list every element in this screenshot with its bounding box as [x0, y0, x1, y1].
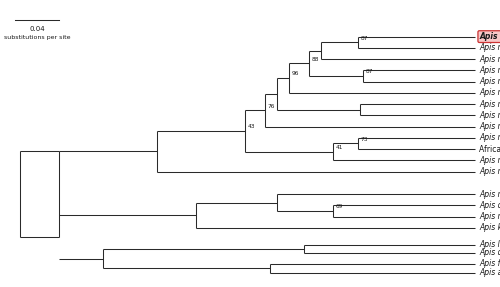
Text: 87: 87 — [365, 69, 372, 74]
Text: substitutions per site: substitutions per site — [4, 35, 70, 40]
Text: Apis mellifera lamarckii: Apis mellifera lamarckii — [480, 77, 500, 86]
Text: 76: 76 — [267, 104, 274, 108]
Text: Apis mellifera sahariensis: Apis mellifera sahariensis — [480, 111, 500, 120]
Text: 0.04: 0.04 — [29, 26, 44, 32]
Text: Apis nigrocincta: Apis nigrocincta — [480, 212, 500, 221]
Text: Apis koschevnikovi: Apis koschevnikovi — [480, 223, 500, 232]
Text: 96: 96 — [292, 71, 299, 76]
Text: Apis mellifera meda: Apis mellifera meda — [480, 55, 500, 64]
Text: Apis mellifera ligustica: Apis mellifera ligustica — [480, 43, 500, 52]
Text: Apis mellifera monticola: Apis mellifera monticola — [480, 122, 500, 131]
Text: 43: 43 — [248, 125, 255, 129]
Text: 87: 87 — [360, 36, 368, 40]
Text: 41: 41 — [336, 145, 343, 150]
Text: Africanized honey bee KJ601784: Africanized honey bee KJ601784 — [480, 145, 500, 154]
Text: Apis mellifera mellifera: Apis mellifera mellifera — [480, 167, 500, 176]
Text: Apis florea: Apis florea — [480, 259, 500, 268]
Text: Apis mellifera syriaca: Apis mellifera syriaca — [480, 66, 500, 75]
Text: Apis mellifera intermissa: Apis mellifera intermissa — [480, 100, 500, 108]
Text: Apis mellifera capensis: Apis mellifera capensis — [480, 156, 500, 165]
Text: Apis dorsata: Apis dorsata — [480, 248, 500, 257]
Text: 73: 73 — [360, 137, 368, 142]
Text: Apis mellifera unicolor: Apis mellifera unicolor — [480, 88, 500, 97]
Text: Apis andreniformis: Apis andreniformis — [480, 268, 500, 277]
Text: Apis laboriosa: Apis laboriosa — [480, 240, 500, 249]
Text: 88: 88 — [311, 57, 319, 62]
Text: Apis mellifera scutellata: Apis mellifera scutellata — [480, 133, 500, 142]
Text: Apis cerana: Apis cerana — [480, 201, 500, 210]
Text: Apis mellifera carnica: Apis mellifera carnica — [480, 32, 500, 41]
Text: 69: 69 — [336, 204, 343, 209]
Text: Apis nuluensis: Apis nuluensis — [480, 190, 500, 199]
